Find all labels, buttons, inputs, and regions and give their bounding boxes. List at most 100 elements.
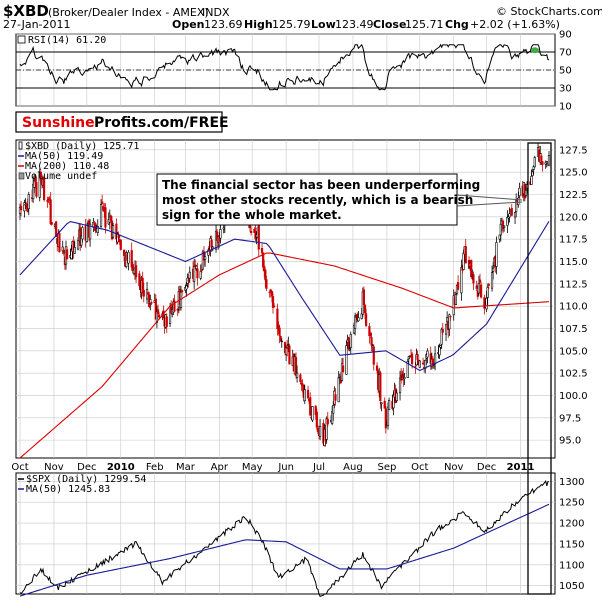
spx-ma50-line: [19, 503, 550, 597]
price-candle-body: [341, 365, 345, 373]
price-candle-body: [85, 224, 88, 242]
price-candle-body: [362, 289, 366, 306]
price-candle-body: [111, 225, 115, 238]
price-candle-body: [299, 374, 302, 382]
price-candle-body: [426, 350, 429, 358]
price-candle-body: [454, 294, 458, 305]
price-y-tick: 120.0: [559, 212, 588, 223]
price-candle-body: [349, 334, 352, 348]
price-candle-body: [363, 304, 367, 314]
spx-y-tick: 1100: [559, 560, 584, 571]
rsi-overbought-fill: [531, 47, 539, 54]
price-candle-body: [403, 377, 406, 380]
spx-legend-ma50: MA(50) 1245.83: [26, 484, 110, 495]
x-tick-label: Nov: [44, 462, 64, 473]
x-tick-label: Dec: [477, 462, 496, 473]
rsi-y-tick: 90: [559, 30, 572, 41]
price-candle-body: [55, 221, 58, 237]
price-candle-body: [506, 216, 509, 226]
price-candle-body: [306, 389, 310, 399]
chart-symbol: $XBD: [3, 2, 49, 20]
price-y-tick: 127.5: [559, 145, 588, 156]
price-candle-body: [73, 247, 76, 254]
price-candle-body: [260, 248, 264, 254]
price-candle-body: [280, 340, 283, 343]
price-candle-body: [195, 265, 198, 269]
price-candle-body: [416, 353, 419, 360]
brand-box: Sunshine Profits.com/FREE: [15, 111, 229, 133]
price-ma200-line: [19, 252, 550, 459]
price-candle-body: [347, 337, 350, 349]
price-candle-body: [287, 344, 290, 346]
price-legend-ma50: MA(50) 119.49: [25, 151, 103, 162]
low-value: 123.49: [335, 18, 374, 31]
price-candle-body: [541, 161, 544, 166]
price-y-tick: 107.5: [559, 324, 588, 335]
price-candle-body: [372, 346, 375, 365]
price-legend-ma200: MA(200) 110.48: [25, 161, 109, 172]
price-candle-body: [134, 265, 138, 278]
price-candle-body: [441, 329, 444, 333]
price-candle-body: [180, 290, 184, 293]
price-candle-body: [210, 239, 213, 248]
price-candle-body: [165, 316, 168, 327]
chg-value: +2.02 (+1.63%): [470, 18, 560, 31]
price-candle-body: [119, 239, 122, 250]
price-candle-body: [495, 242, 498, 267]
price-candle-body: [311, 406, 314, 421]
price-candle-body: [410, 353, 414, 364]
price-candle-body: [315, 411, 318, 428]
price-candle-body: [303, 389, 306, 402]
price-candle-body: [309, 397, 312, 416]
price-candle-body: [265, 279, 268, 289]
price-candle-body: [375, 365, 379, 371]
x-tick-label: Nov: [444, 462, 464, 473]
price-candle-body: [334, 394, 337, 401]
rsi-line: [19, 43, 550, 91]
price-y-tick: 125.0: [559, 168, 588, 179]
price-candle-body: [407, 356, 410, 360]
price-candle-body: [478, 279, 482, 283]
price-candle-body: [332, 405, 335, 414]
x-tick-label: Jul: [312, 462, 325, 473]
x-tick-label: Apr: [211, 462, 229, 473]
price-candle-body: [271, 296, 275, 308]
price-candle-body: [222, 227, 225, 230]
spx-y-tick: 1200: [559, 519, 584, 530]
legend-volume-icon: [18, 172, 25, 180]
open-value: 123.69: [204, 18, 243, 31]
price-candle-body: [150, 302, 153, 304]
price-candle-body: [99, 204, 103, 227]
price-candle-body: [439, 345, 442, 348]
price-candle-body: [547, 155, 551, 166]
spx-line: [19, 480, 550, 598]
price-candle-body: [157, 314, 161, 318]
price-legend-volume: Volume undef: [25, 171, 97, 182]
price-candle-body: [127, 251, 130, 264]
price-candle-body: [456, 282, 460, 290]
price-candle-body: [88, 223, 92, 240]
price-candle-body: [513, 212, 517, 218]
brand-profits: Profits.com/FREE: [94, 115, 229, 131]
price-candle-body: [104, 207, 107, 228]
price-candle-body: [249, 231, 253, 233]
price-candle-body: [62, 249, 65, 254]
price-y-tick: 122.5: [559, 190, 588, 201]
price-candle-body: [508, 213, 511, 218]
price-candle-body: [272, 305, 276, 308]
price-candle-body: [470, 259, 473, 278]
x-tick-label: Feb: [146, 462, 164, 473]
price-candle-body: [122, 249, 126, 256]
price-candle-body: [472, 274, 475, 284]
price-candle-body: [141, 277, 144, 293]
price-candle-body: [421, 362, 425, 365]
price-candle-body: [406, 360, 409, 378]
price-candle-body: [81, 227, 84, 240]
price-candle-body: [142, 289, 145, 297]
price-candle-body: [65, 249, 69, 260]
highlight-box: [527, 142, 552, 595]
price-ma50-line: [19, 220, 550, 372]
spx-y-tick: 1150: [559, 539, 584, 550]
x-tick-label: May: [242, 462, 263, 473]
rsi-legend: RSI(14) 61.20: [28, 35, 106, 46]
